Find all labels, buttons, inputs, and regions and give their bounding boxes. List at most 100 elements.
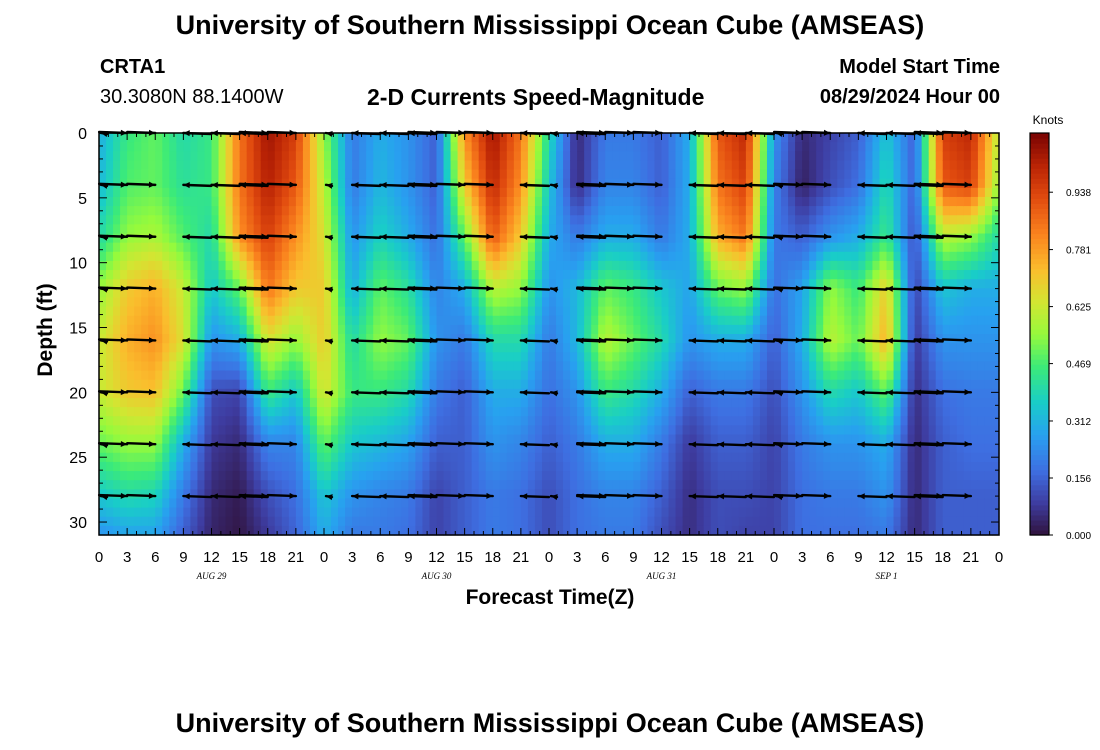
heatmap-cell bbox=[211, 315, 220, 326]
heatmap-cell bbox=[577, 251, 585, 262]
heatmap-cell bbox=[774, 407, 782, 417]
heatmap-cell bbox=[696, 279, 705, 289]
heatmap-cell bbox=[675, 370, 684, 381]
heatmap-cell bbox=[492, 251, 501, 262]
heatmap-cell bbox=[169, 260, 177, 271]
heatmap-cell bbox=[710, 343, 719, 353]
heatmap-cell bbox=[668, 489, 677, 500]
heatmap-cell bbox=[766, 151, 775, 162]
heatmap-cell bbox=[703, 288, 712, 299]
heatmap-cell bbox=[373, 187, 381, 198]
heatmap-cell bbox=[218, 306, 227, 317]
heatmap-cell bbox=[823, 370, 831, 381]
heatmap-cell bbox=[260, 498, 269, 509]
heatmap-cell bbox=[506, 224, 515, 235]
heatmap-cell bbox=[331, 516, 339, 527]
heatmap-cell bbox=[309, 498, 318, 509]
heatmap-cell bbox=[141, 452, 149, 463]
heatmap-cell bbox=[570, 279, 578, 289]
heatmap-cell bbox=[232, 242, 241, 253]
heatmap-cell bbox=[577, 279, 585, 289]
heatmap-cell bbox=[134, 416, 142, 426]
heatmap-cell bbox=[464, 306, 473, 317]
heatmap-cell bbox=[352, 196, 360, 207]
heatmap-cell bbox=[752, 160, 761, 171]
heatmap-cell bbox=[584, 480, 592, 490]
heatmap-cell bbox=[324, 260, 332, 271]
heatmap-cell bbox=[556, 215, 564, 225]
heatmap-cell bbox=[844, 507, 852, 518]
heatmap-cell bbox=[570, 507, 578, 518]
heatmap-cell bbox=[612, 352, 620, 363]
heatmap-cell bbox=[513, 260, 522, 271]
heatmap-cell bbox=[872, 215, 881, 225]
heatmap-cell bbox=[830, 471, 838, 481]
heatmap-cell bbox=[879, 397, 888, 408]
heatmap-cell bbox=[134, 206, 142, 216]
heatmap-cell bbox=[373, 498, 381, 509]
heatmap-cell bbox=[436, 388, 445, 399]
heatmap-cell bbox=[647, 297, 656, 308]
heatmap-cell bbox=[640, 324, 649, 335]
heatmap-cell bbox=[113, 196, 121, 207]
heatmap-cell bbox=[724, 480, 733, 490]
heatmap-cell bbox=[830, 343, 838, 353]
heatmap-cell bbox=[260, 260, 269, 271]
heatmap-cell bbox=[176, 142, 184, 152]
heatmap-cell bbox=[802, 343, 810, 353]
heatmap-cell bbox=[359, 334, 367, 344]
heatmap-cell bbox=[661, 133, 670, 143]
heatmap-cell bbox=[759, 160, 768, 171]
heatmap-cell bbox=[232, 297, 241, 308]
heatmap-cell bbox=[577, 352, 585, 363]
heatmap-cell bbox=[331, 160, 339, 171]
heatmap-cell bbox=[380, 516, 388, 527]
heatmap-cell bbox=[162, 270, 170, 280]
heatmap-cell bbox=[352, 279, 360, 289]
heatmap-cell bbox=[422, 379, 431, 390]
heatmap-cell bbox=[830, 224, 838, 235]
heatmap-cell bbox=[731, 224, 740, 235]
heatmap-cell bbox=[872, 169, 881, 180]
heatmap-cell bbox=[246, 206, 255, 216]
heatmap-cell bbox=[506, 525, 515, 536]
heatmap-cell bbox=[134, 516, 142, 527]
heatmap-cell bbox=[281, 343, 290, 353]
heatmap-cell bbox=[408, 187, 417, 198]
heatmap-cell bbox=[162, 142, 170, 152]
heatmap-cell bbox=[211, 251, 220, 262]
heatmap-cell bbox=[605, 525, 613, 536]
heatmap-cell bbox=[457, 397, 466, 408]
heatmap-cell bbox=[731, 178, 740, 189]
heatmap-cell bbox=[99, 461, 107, 472]
heatmap-cell bbox=[148, 260, 156, 271]
heatmap-cell bbox=[577, 242, 585, 253]
heatmap-cell bbox=[738, 452, 747, 463]
heatmap-cell bbox=[703, 352, 712, 363]
heatmap-cell bbox=[260, 315, 269, 326]
heatmap-cell bbox=[541, 434, 550, 445]
heatmap-cell bbox=[176, 224, 184, 235]
heatmap-cell bbox=[886, 288, 895, 299]
heatmap-cell bbox=[141, 489, 149, 500]
heatmap-cell bbox=[886, 407, 895, 417]
heatmap-cell bbox=[99, 260, 107, 271]
heatmap-cell bbox=[190, 215, 199, 225]
heatmap-cell bbox=[534, 270, 543, 280]
heatmap-cell bbox=[155, 370, 163, 381]
heatmap-cell bbox=[717, 133, 726, 143]
heatmap-cell bbox=[183, 224, 192, 235]
heatmap-cell bbox=[324, 434, 332, 445]
heatmap-cell bbox=[302, 288, 311, 299]
heatmap-cell bbox=[394, 142, 402, 152]
heatmap-cell bbox=[359, 452, 367, 463]
heatmap-cell bbox=[429, 324, 438, 335]
heatmap-cell bbox=[752, 452, 761, 463]
heatmap-cell bbox=[309, 425, 318, 436]
heatmap-cell bbox=[541, 260, 550, 271]
heatmap-cell bbox=[823, 160, 831, 171]
heatmap-cell bbox=[169, 352, 177, 363]
heatmap-cell bbox=[485, 452, 494, 463]
heatmap-cell bbox=[218, 224, 227, 235]
heatmap-cell bbox=[851, 251, 859, 262]
